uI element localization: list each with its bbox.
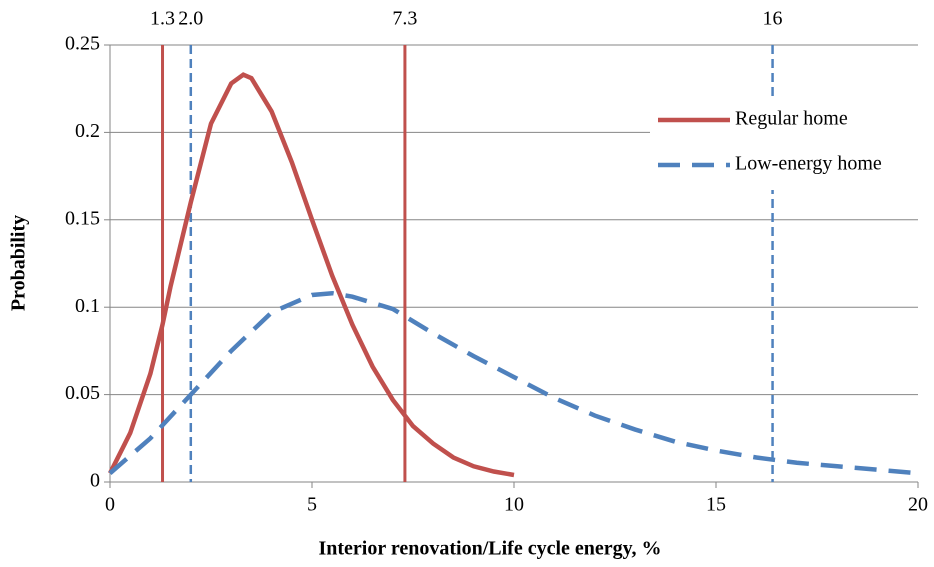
legend-box [650,100,918,190]
x-tick-label: 5 [307,494,317,516]
y-tick-label: 0.1 [75,295,100,317]
y-tick-label: 0 [90,470,100,492]
x-axis-title: Interior renovation/Life cycle energy, % [318,538,661,560]
series-line [107,72,515,478]
y-tick-label: 0.05 [65,382,100,404]
x-tick-label: 15 [706,494,726,516]
marker-label: 7.3 [392,8,417,30]
y-tick-label: 0.25 [65,33,100,55]
x-tick-label: 10 [504,494,524,516]
legend-label: Low-energy home [735,153,882,175]
y-axis-title: Probability [8,215,30,311]
x-tick-label: 20 [908,494,928,516]
marker-label: 1.3 [150,8,175,30]
y-tick-label: 0.15 [65,207,100,229]
legend-label: Regular home [735,108,848,130]
x-tick-label: 0 [105,494,115,516]
series-line [108,290,919,476]
marker-label: 2.0 [178,8,203,30]
y-tick-label: 0.2 [75,120,100,142]
marker-label: 16 [763,8,783,30]
